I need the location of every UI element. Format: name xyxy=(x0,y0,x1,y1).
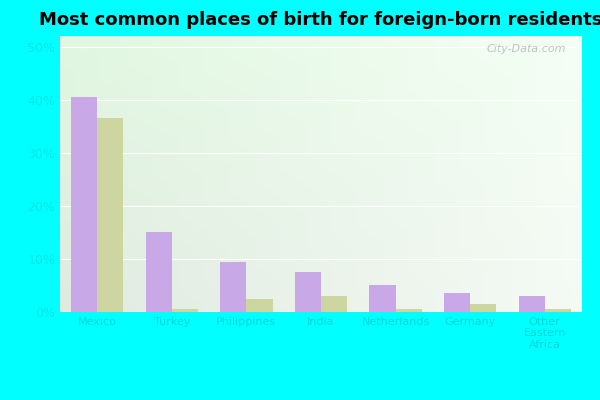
Bar xyxy=(247,299,272,312)
Title: Most common places of birth for foreign-born residents: Most common places of birth for foreign-… xyxy=(40,11,600,29)
Bar xyxy=(545,309,571,312)
Text: City-Data.com: City-Data.com xyxy=(487,44,566,54)
Bar xyxy=(518,296,545,312)
Legend: Uintah County, Utah: Uintah County, Utah xyxy=(166,396,393,400)
Bar xyxy=(321,296,347,312)
Bar xyxy=(295,272,321,312)
Bar xyxy=(97,118,124,312)
Bar xyxy=(370,286,395,312)
Bar xyxy=(71,97,97,312)
Bar xyxy=(470,304,496,312)
Bar xyxy=(172,309,198,312)
Bar xyxy=(146,232,172,312)
Bar xyxy=(444,294,470,312)
Bar xyxy=(220,262,247,312)
Bar xyxy=(395,309,422,312)
